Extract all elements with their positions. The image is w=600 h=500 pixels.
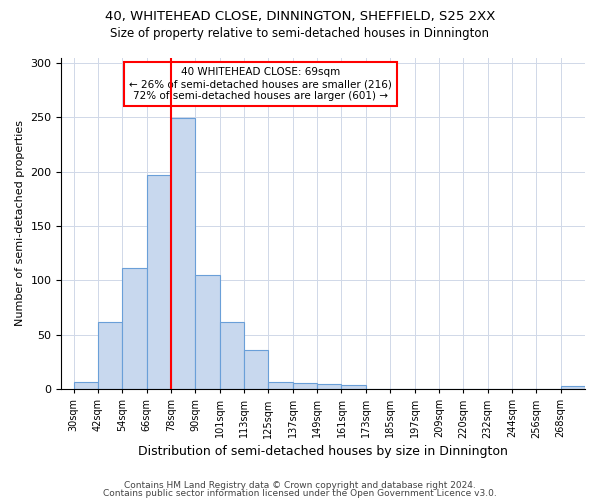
- Bar: [98, 322, 122, 389]
- Bar: [122, 268, 146, 389]
- Bar: [341, 385, 366, 389]
- Bar: [317, 384, 341, 389]
- Bar: [244, 350, 268, 389]
- Bar: [560, 386, 585, 389]
- Bar: [196, 275, 220, 389]
- Text: 40, WHITEHEAD CLOSE, DINNINGTON, SHEFFIELD, S25 2XX: 40, WHITEHEAD CLOSE, DINNINGTON, SHEFFIE…: [105, 10, 495, 23]
- Bar: [74, 382, 98, 389]
- Bar: [293, 382, 317, 389]
- X-axis label: Distribution of semi-detached houses by size in Dinnington: Distribution of semi-detached houses by …: [138, 444, 508, 458]
- Bar: [171, 118, 196, 389]
- Text: Contains public sector information licensed under the Open Government Licence v3: Contains public sector information licen…: [103, 488, 497, 498]
- Text: Size of property relative to semi-detached houses in Dinnington: Size of property relative to semi-detach…: [110, 28, 490, 40]
- Text: Contains HM Land Registry data © Crown copyright and database right 2024.: Contains HM Land Registry data © Crown c…: [124, 481, 476, 490]
- Bar: [268, 382, 293, 389]
- Bar: [220, 322, 244, 389]
- Text: 40 WHITEHEAD CLOSE: 69sqm
← 26% of semi-detached houses are smaller (216)
72% of: 40 WHITEHEAD CLOSE: 69sqm ← 26% of semi-…: [129, 68, 392, 100]
- Y-axis label: Number of semi-detached properties: Number of semi-detached properties: [15, 120, 25, 326]
- Bar: [146, 175, 171, 389]
